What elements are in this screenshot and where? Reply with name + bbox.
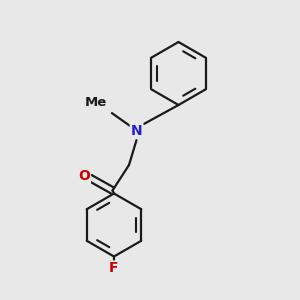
Text: Me: Me — [84, 97, 106, 110]
Text: O: O — [78, 169, 90, 183]
Text: F: F — [109, 262, 119, 275]
Text: N: N — [131, 124, 142, 137]
